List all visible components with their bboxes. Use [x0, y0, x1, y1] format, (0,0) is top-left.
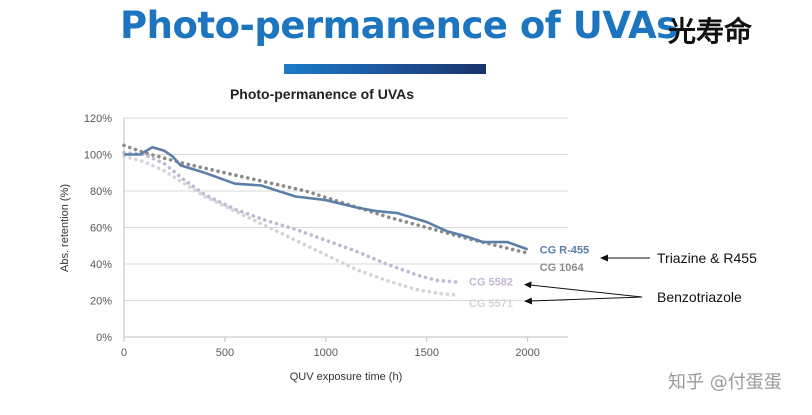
title-accent-bar: [284, 64, 486, 74]
annotation-benzotriazole: Benzotriazole: [524, 281, 742, 305]
axis-layer: 0% 20% 40% 60% 80% 100% 120% 0 500 1000 1500 2000: [84, 113, 568, 359]
series-label-cg-5571: CG 5571: [469, 298, 513, 310]
y-tick-label: 100%: [84, 150, 112, 162]
annotation-benzotriazole-label: Benzotriazole: [657, 289, 742, 305]
series-label-cg-r-455: CG R-455: [540, 244, 590, 256]
series-label-cg-1064: CG 1064: [540, 262, 585, 274]
y-tick-label: 60%: [90, 223, 112, 235]
y-tick-label: 120%: [84, 113, 112, 125]
watermark: 知乎 @付蛋蛋: [668, 372, 782, 393]
x-tick-label: 0: [121, 347, 127, 359]
x-axis-label: QUV exposure time (h): [290, 371, 402, 383]
slide-title: Photo-permanence of UVAs: [120, 4, 678, 47]
y-tick-label: 40%: [90, 259, 112, 271]
chart-title: Photo-permanence of UVAs: [230, 86, 414, 102]
annotation-arrow: [529, 284, 643, 298]
series-line-cg-5571: [122, 154, 459, 297]
annotation-arrow: [529, 296, 643, 302]
x-tick-label: 2000: [515, 347, 539, 359]
arrowhead: [600, 254, 608, 262]
series-layer: [122, 143, 530, 297]
arrowhead: [524, 297, 533, 305]
y-tick-label: 80%: [90, 186, 112, 198]
x-tick-label: 1000: [314, 347, 338, 359]
y-tick-label: 0%: [96, 332, 112, 344]
grid-layer: [124, 117, 568, 338]
x-tick-label: 500: [216, 347, 234, 359]
series-label-cg-5582: CG 5582: [469, 276, 513, 288]
arrowhead: [524, 281, 532, 289]
y-tick-label: 20%: [90, 296, 112, 308]
x-tick-label: 1500: [414, 347, 438, 359]
label-layer: CG R-455 CG 1064 CG 5582 CG 5571: [469, 244, 589, 310]
annotation-triazine-label: Triazine & R455: [657, 250, 757, 266]
y-axis-label: Abs. retention (%): [59, 184, 71, 272]
cjk-title: 光寿命: [668, 15, 753, 48]
series-line-cg-r-455: [124, 145, 529, 251]
series-line-cg-1064: [122, 143, 530, 255]
annotation-triazine: Triazine & R455: [600, 250, 757, 266]
